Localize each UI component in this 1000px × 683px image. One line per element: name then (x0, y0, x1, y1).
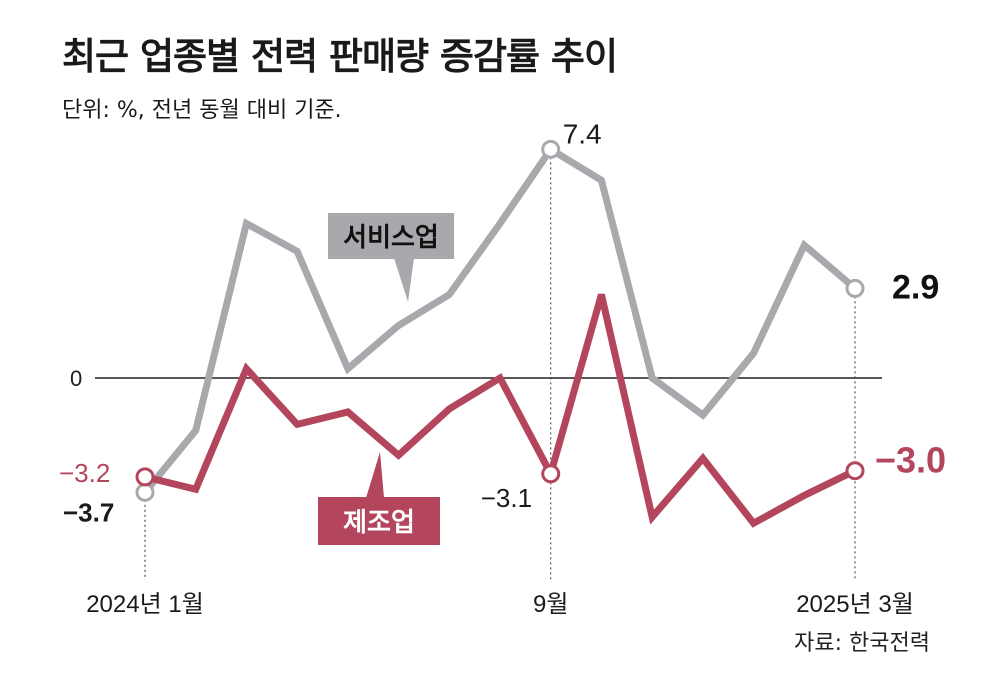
x-tick-label-1: 9월 (533, 591, 568, 618)
series-0-value-label-x9: 7.4 (563, 118, 602, 149)
chart-title: 최근 업종별 전력 판매량 증감률 추이 (62, 35, 618, 78)
chart-subtitle: 단위: %, 전년 동월 대비 기준. (62, 98, 342, 123)
x-tick-label-0: 2024년 1월 (86, 591, 204, 618)
series-1-marker-x1 (135, 467, 155, 487)
series-1-value-label-x15: −3.0 (875, 440, 946, 481)
series-1-value-label-x1: −3.2 (59, 458, 110, 488)
series-1-value-label-x9: −3.1 (481, 483, 532, 513)
series-0-marker-x1 (135, 482, 155, 502)
source-note: 자료: 한국전력 (794, 631, 930, 656)
series-0-value-label-x15: 2.9 (892, 268, 939, 306)
y-tick-label-zero: 0 (70, 366, 82, 391)
legend-badge-manufacturing (318, 497, 440, 545)
series-0-value-label-x1: −3.7 (63, 497, 114, 527)
series-line-0 (142, 144, 858, 495)
x-tick-label-2: 2025년 3월 (796, 591, 914, 618)
legend-badge-services-pointer (394, 258, 414, 302)
legend-badge-services (328, 213, 454, 259)
series-0-marker-x9 (541, 139, 561, 159)
series-0-marker-x15 (845, 278, 865, 298)
legend-badge-manufacturing-pointer (366, 452, 384, 498)
series-line-1 (144, 293, 857, 528)
legend-label-services: 서비스업 (343, 223, 439, 253)
series-1-marker-x15 (845, 461, 865, 481)
series-1-marker-x9 (541, 464, 561, 484)
legend-label-manufacturing: 제조업 (343, 508, 415, 538)
